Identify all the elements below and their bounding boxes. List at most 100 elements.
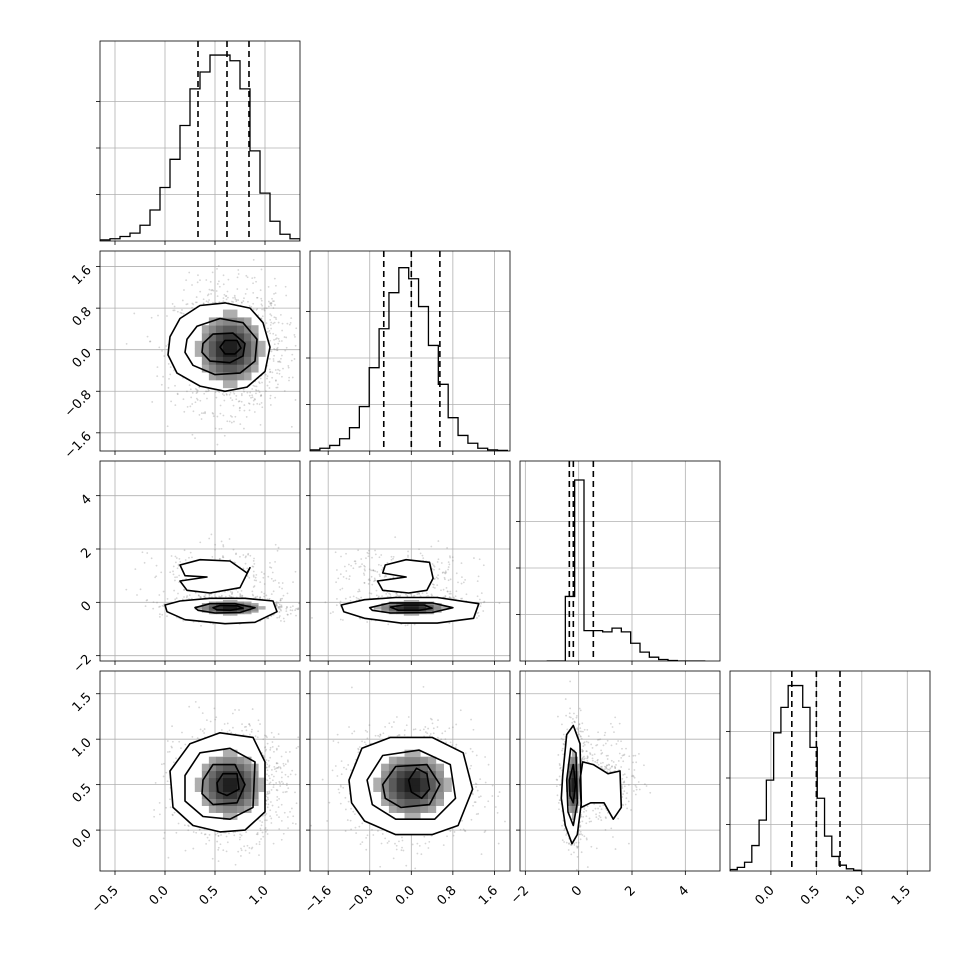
scatter-point (274, 560, 276, 563)
scatter-point (266, 792, 269, 794)
scatter-point (269, 394, 272, 397)
density-cell (208, 333, 217, 342)
density-cell (222, 601, 231, 604)
scatter-point (270, 304, 273, 307)
scatter-point (282, 367, 284, 370)
scatter-point (191, 433, 194, 436)
density-cell (194, 777, 203, 786)
scatter-point (274, 316, 277, 319)
scatter-point (220, 594, 223, 597)
scatter-point (209, 280, 212, 283)
scatter-point (203, 595, 206, 598)
scatter-point (298, 602, 300, 605)
scatter-point (265, 322, 268, 325)
scatter-point (187, 825, 190, 828)
scatter-point (385, 575, 388, 578)
scatter-point (388, 592, 390, 595)
contour-line (167, 302, 271, 393)
scatter-point (260, 824, 263, 827)
scatter-point (215, 290, 218, 292)
scatter-point (158, 813, 161, 816)
scatter-point (171, 814, 174, 817)
scatter-point (208, 594, 211, 596)
scatter-point (185, 596, 188, 599)
scatter-point (168, 377, 170, 380)
scatter-point (265, 799, 268, 802)
scatter-point (267, 803, 270, 806)
scatter-point (295, 607, 298, 610)
density-cell (215, 601, 224, 604)
density-cell (215, 356, 224, 365)
scatter-point (243, 409, 246, 412)
density-cell (258, 784, 266, 793)
density-cell (222, 756, 231, 765)
scatter-point (271, 779, 274, 782)
scatter-point (370, 592, 373, 595)
scatter-point (304, 613, 306, 615)
scatter-point (273, 277, 276, 280)
scatter-point (238, 409, 241, 412)
scatter-point (437, 577, 439, 580)
scatter-point (278, 369, 281, 372)
scatter-point (222, 297, 225, 299)
scatter-point (335, 604, 338, 607)
density-cell (251, 603, 259, 605)
scatter-point (269, 801, 272, 803)
scatter-point (226, 731, 229, 734)
scatter-point (170, 400, 173, 403)
scatter-point (182, 312, 185, 315)
scatter-point (251, 593, 254, 596)
scatter-point (418, 548, 420, 551)
density-cell (251, 340, 259, 350)
scatter-point (294, 791, 296, 794)
scatter-point (477, 611, 480, 614)
scatter-point (156, 366, 159, 368)
scatter-point (266, 779, 269, 782)
scatter-point (208, 833, 211, 836)
scatter-point (174, 404, 177, 407)
scatter-point (235, 552, 237, 555)
scatter-point (320, 610, 322, 612)
scatter-point (167, 362, 170, 365)
scatter-point (136, 594, 138, 596)
scatter-point (271, 571, 274, 574)
scatter-point (205, 390, 208, 393)
scatter-point (183, 588, 185, 591)
histogram-bars (100, 54, 300, 241)
scatter-point (228, 393, 231, 396)
x-tick-label: 1.5 (889, 883, 914, 908)
scatter-point (286, 613, 289, 616)
scatter-point (276, 347, 278, 350)
scatter-point (289, 606, 292, 609)
scatter-point (208, 299, 210, 301)
scatter-point (191, 306, 193, 309)
y-tick-label: −0.8 (62, 387, 95, 420)
scatter-point (291, 376, 294, 379)
scatter-point (212, 301, 214, 304)
density-cell (237, 603, 245, 605)
scatter-point (280, 780, 283, 783)
scatter-point (211, 857, 214, 860)
scatter-point (305, 615, 307, 617)
scatter-point (258, 381, 260, 384)
scatter-point (204, 833, 207, 836)
scatter-point (204, 390, 207, 393)
scatter-point (284, 349, 287, 352)
scatter-point (251, 708, 254, 710)
scatter-panel-0-1 (100, 251, 300, 451)
scatter-point (273, 292, 275, 295)
scatter-point (234, 296, 236, 299)
scatter-point (214, 833, 217, 836)
x-tick-label: 0.5 (798, 883, 823, 908)
scatter-point (201, 730, 204, 732)
scatter-point (279, 608, 282, 611)
density-cell (230, 325, 238, 334)
scatter-point (268, 782, 271, 785)
scatter-point (197, 594, 200, 597)
density-cell (215, 325, 224, 334)
scatter-point (282, 594, 285, 597)
scatter-point (237, 850, 240, 853)
scatter-point (222, 555, 224, 557)
scatter-point (192, 410, 195, 413)
scatter-point (186, 405, 189, 408)
